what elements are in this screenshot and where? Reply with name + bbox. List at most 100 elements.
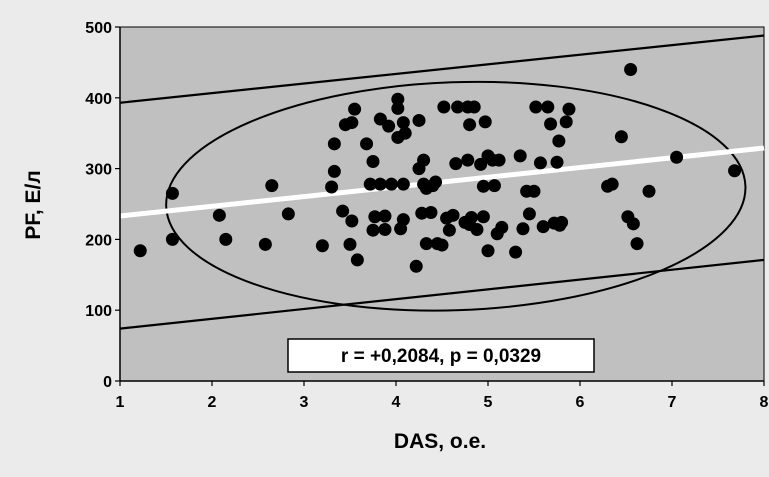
data-point [212,208,226,222]
data-point [398,126,412,140]
data-point [327,164,341,178]
ticks-layer: 1 2 3 4 5 6 7 8 0 100 200 300 400 500 [85,20,768,411]
data-point [419,237,433,251]
data-point [437,100,451,114]
data-point [348,102,362,116]
data-point [446,208,460,222]
x-tick-label: 6 [576,394,585,411]
data-point [509,245,523,259]
annotation-box-frame [287,338,595,373]
data-point [315,239,329,253]
data-point [464,210,478,224]
data-point [165,186,179,200]
data-point [384,177,398,191]
x-axis-label: DAS, о.е. [394,430,486,453]
data-point [327,137,341,151]
data-point [626,217,640,231]
data-point [513,149,527,163]
x-tick-label: 7 [668,394,677,411]
data-point [527,184,541,198]
data-point [541,100,555,114]
data-point [470,222,484,236]
data-point [474,157,488,171]
data-point [463,118,477,132]
data-point [562,102,576,116]
data-point [382,119,396,133]
data-point [258,237,272,251]
data-point [345,214,359,228]
data-point [442,223,456,237]
data-point [343,237,357,251]
annotation-text: r = +0,2084, p = 0,0329 [341,346,541,367]
data-point [624,62,638,76]
data-point [555,215,569,229]
x-tick-label: 3 [300,394,309,411]
data-point [412,113,426,127]
data-point [451,100,465,114]
data-point [396,177,410,191]
y-tick-label: 0 [103,374,112,391]
data-point [481,244,495,258]
data-point [378,222,392,236]
data-point [265,179,279,193]
data-point [396,116,410,130]
lower-prediction-line [119,258,765,330]
data-point [544,117,558,131]
data-point [522,207,536,221]
data-point [133,244,147,258]
x-tick-label: 2 [208,394,217,411]
data-point [670,150,684,164]
data-point [614,130,628,144]
data-point [533,156,547,170]
data-point [378,209,392,223]
data-point [467,100,481,114]
y-tick-label: 500 [85,20,112,37]
x-tick-label: 5 [484,394,493,411]
data-point [449,157,463,171]
y-tick-label: 400 [85,91,112,108]
data-point [536,220,550,234]
data-point [495,220,509,234]
y-tick-label: 200 [85,232,112,249]
data-point [350,253,364,267]
data-point [476,179,490,193]
data-point [552,134,566,148]
data-point [219,232,233,246]
upper-prediction-line [119,34,765,104]
data-point [366,155,380,169]
data-point [325,180,339,194]
confidence-ellipse [165,80,747,312]
data-point [516,222,530,236]
data-point [165,232,179,246]
data-point [642,184,656,198]
y-axis-label: PF, Е/л [22,170,45,239]
y-tick-label: 300 [85,162,112,179]
data-point [435,238,449,252]
data-point [345,116,359,130]
data-point [396,213,410,227]
data-point [559,115,573,129]
data-point [492,153,506,167]
x-tick-label: 1 [116,394,125,411]
data-point [368,210,382,224]
data-point [550,155,564,169]
data-point [461,153,475,167]
data-point [476,210,490,224]
data-point [605,177,619,191]
data-point [409,259,423,273]
annotation-box: r = +0,2084, p = 0,0329 [287,338,595,373]
axis-layer [119,27,764,382]
x-tick-label: 8 [760,394,769,411]
data-point [487,179,501,193]
data-point [391,92,405,106]
data-point [417,153,431,167]
data-point [728,164,742,178]
data-point [429,175,443,189]
data-point [360,137,374,151]
data-point [281,207,295,221]
data-point [478,115,492,129]
points-layer [133,62,742,273]
data-point [529,100,543,114]
